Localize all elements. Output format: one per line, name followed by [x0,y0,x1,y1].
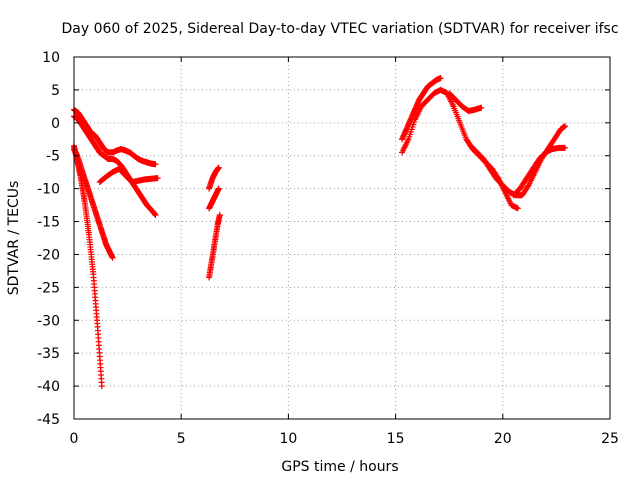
data-point [478,104,485,111]
y-tick-label: -15 [37,215,60,231]
x-axis-label: GPS time / hours [281,459,398,475]
y-tick-label: -40 [37,379,60,395]
y-tick-label: -20 [37,247,60,263]
grid [74,57,610,419]
plot-frame [73,56,611,420]
data-point [109,254,116,261]
series-10 [446,90,485,114]
series-0 [71,106,159,168]
data-point [437,75,444,82]
data-point [215,185,222,192]
data-point [561,123,568,130]
chart-title: Day 060 of 2025, Sidereal Day-to-day VTE… [61,21,618,37]
y-tick-label: 10 [42,50,60,66]
y-tick-label: -5 [46,149,60,165]
data-points [71,75,568,390]
y-tick-label: -45 [37,412,60,428]
y-tick-label: 0 [51,116,60,132]
data-point [215,164,222,171]
x-tick-label: 25 [601,431,619,447]
y-tick-label: -30 [37,313,60,329]
y-tick-label: -10 [37,182,60,198]
series-3 [71,142,105,390]
y-tick-label: -35 [37,346,60,362]
series-5 [206,164,222,192]
data-point [216,211,223,218]
data-point [98,383,105,390]
series-8 [399,75,444,143]
x-tick-label: 20 [494,431,512,447]
x-tick-label: 10 [279,431,297,447]
series-7 [206,211,223,281]
data-point [561,144,568,151]
x-tick-label: 0 [70,431,79,447]
data-point [152,211,159,218]
x-tick-label: 5 [177,431,186,447]
series-12 [510,144,568,199]
axis-ticks: 0 5 10 15 20 25 10 5 0 -5 -10 -15 -20 -25 -30 -35 -40 -45 [37,50,619,447]
y-axis-label: SDTVAR / TECUs [6,181,22,296]
data-point [152,161,159,168]
series-1 [71,113,159,218]
y-tick-label: -25 [37,280,60,296]
series-4 [96,165,161,186]
data-point [514,205,521,212]
data-point [154,175,161,182]
x-tick-label: 15 [387,431,405,447]
series-6 [206,185,222,212]
y-tick-label: 5 [51,83,60,99]
